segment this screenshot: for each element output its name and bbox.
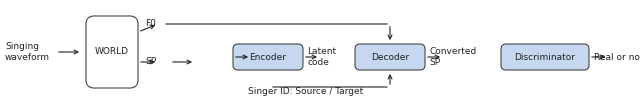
Text: SP: SP [145, 57, 156, 66]
Text: WORLD: WORLD [95, 47, 129, 56]
FancyBboxPatch shape [355, 44, 425, 70]
Text: Decoder: Decoder [371, 53, 409, 62]
Text: Singer ID: Source / Target: Singer ID: Source / Target [248, 86, 364, 96]
Text: Discriminator: Discriminator [515, 53, 575, 62]
FancyBboxPatch shape [501, 44, 589, 70]
Text: Singing
waveform: Singing waveform [5, 42, 50, 62]
Text: Latent
code: Latent code [307, 47, 336, 67]
Text: Real or not ?: Real or not ? [594, 53, 640, 62]
FancyBboxPatch shape [86, 16, 138, 88]
Text: F0: F0 [145, 19, 156, 28]
FancyBboxPatch shape [233, 44, 303, 70]
Text: Encoder: Encoder [250, 53, 287, 62]
Text: Converted
SP: Converted SP [429, 47, 476, 67]
